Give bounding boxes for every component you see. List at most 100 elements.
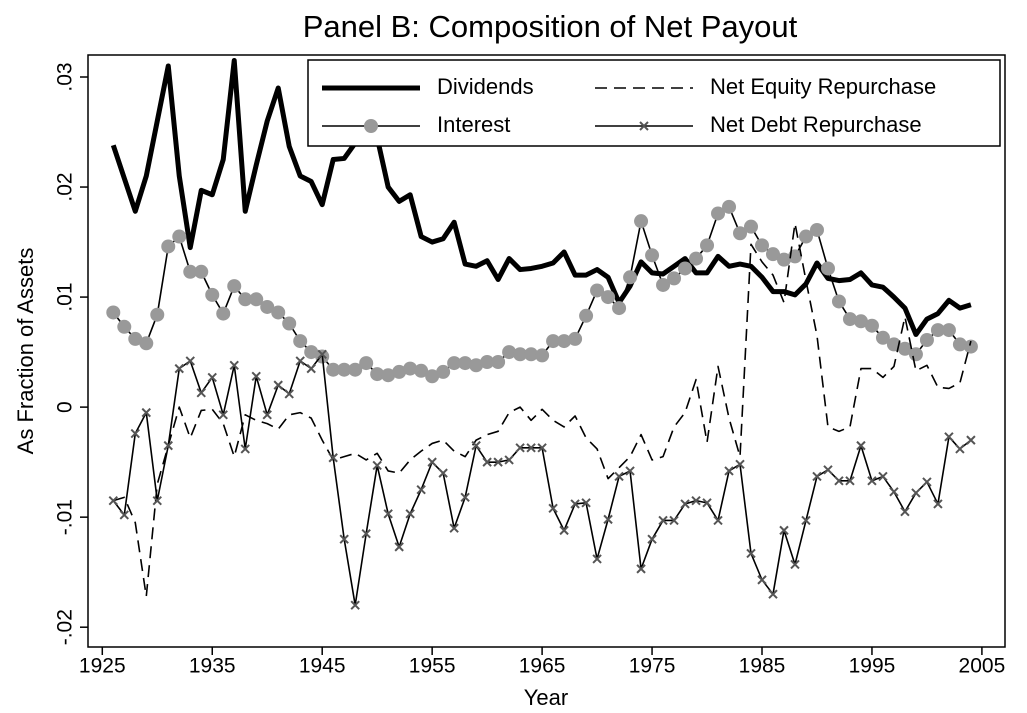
data-point (271, 305, 286, 320)
series (110, 58, 972, 337)
y-tick-label: .03 (54, 62, 77, 91)
data-point (612, 301, 627, 316)
data-point (449, 523, 459, 533)
data-point (216, 306, 231, 321)
data-point (933, 499, 943, 509)
data-point (744, 219, 759, 234)
data-point (645, 248, 660, 263)
data-point (460, 492, 470, 503)
data-point (557, 334, 572, 349)
data-point (963, 339, 978, 354)
data-point (537, 443, 547, 453)
data-point (831, 294, 846, 309)
data-point (141, 407, 151, 418)
data-point (842, 312, 857, 327)
x-axis-label: Year (524, 685, 568, 710)
data-point (229, 360, 239, 371)
x-tick-label: 1995 (849, 655, 896, 678)
data-point (656, 277, 671, 292)
data-point (667, 271, 682, 286)
data-point (722, 199, 737, 214)
x-tick-label: 2005 (959, 655, 1006, 678)
data-point (416, 484, 426, 495)
y-axis-label: As Fraction of Assets (13, 248, 38, 455)
x-tick-label: 1945 (299, 655, 346, 678)
data-point (128, 331, 143, 346)
data-point (227, 279, 242, 294)
data-point (768, 589, 778, 599)
data-point (119, 510, 129, 520)
legend-label: Net Debt Repurchase (710, 112, 922, 137)
data-point (900, 506, 910, 517)
x-tick-label: 1955 (409, 655, 456, 678)
data-point (238, 292, 253, 307)
y-tick-label: -.01 (54, 499, 77, 535)
data-point (370, 367, 385, 382)
data-point (625, 466, 635, 476)
data-point (482, 457, 492, 467)
data-point (546, 334, 561, 349)
data-point (711, 206, 726, 221)
data-point (713, 515, 723, 526)
data-point (809, 222, 824, 237)
data-point (647, 534, 657, 544)
data-point (205, 287, 220, 302)
legend-box (307, 59, 1001, 147)
data-point (820, 261, 835, 276)
data-point (163, 440, 173, 451)
data-point (502, 345, 517, 360)
data-point (790, 559, 800, 570)
data-point (185, 356, 195, 366)
data-point (480, 355, 495, 370)
data-point (766, 247, 781, 262)
data-point (944, 432, 954, 442)
data-point (590, 283, 605, 298)
data-point (348, 362, 363, 377)
data-point (251, 371, 261, 382)
data-point (603, 514, 613, 525)
data-point (570, 499, 580, 509)
data-point (559, 525, 569, 536)
legend-marker (639, 121, 649, 131)
data-point (515, 443, 525, 453)
data-point (568, 331, 583, 346)
data-point (691, 495, 701, 506)
data-point (930, 323, 945, 338)
legend-marker (364, 119, 378, 133)
data-point (403, 361, 418, 376)
data-point (776, 252, 791, 267)
legend-label: Dividends (437, 74, 534, 99)
data-point (117, 319, 132, 334)
data-point (458, 356, 473, 371)
y-tick-label: .01 (54, 282, 77, 311)
data-point (941, 323, 956, 338)
data-point (183, 264, 198, 279)
x-tick-label: 1935 (189, 655, 236, 678)
data-point (548, 503, 558, 514)
data-point (856, 440, 866, 451)
data-point (381, 368, 396, 383)
data-point (196, 388, 206, 398)
data-point (361, 528, 371, 539)
data-point (260, 299, 275, 314)
data-point (493, 457, 503, 467)
data-point (845, 476, 855, 486)
data-point (139, 336, 154, 351)
data-point (746, 548, 756, 559)
data-point (130, 428, 140, 439)
data-point (491, 355, 506, 370)
data-point (436, 364, 451, 379)
data-point (601, 290, 616, 305)
data-point (864, 318, 879, 333)
data-point (700, 238, 715, 253)
data-point (812, 471, 822, 482)
data-point (306, 363, 316, 374)
data-point (878, 471, 888, 482)
data-point (262, 410, 272, 420)
data-point (438, 468, 448, 478)
data-point (581, 498, 591, 508)
data-point (207, 372, 217, 383)
chart-title: Panel B: Composition of Net Payout (303, 9, 798, 44)
data-point (779, 525, 789, 536)
